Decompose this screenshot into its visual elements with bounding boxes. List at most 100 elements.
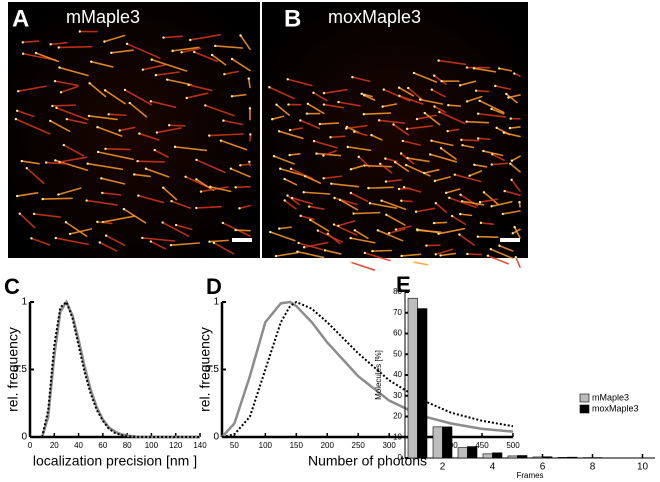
- filament: [349, 237, 376, 244]
- x-tick-label: 80: [123, 441, 132, 450]
- spot: [448, 196, 451, 200]
- filament: [58, 156, 88, 163]
- filament: [333, 197, 358, 206]
- spot: [322, 91, 326, 95]
- filament: [20, 160, 40, 165]
- filament: [459, 213, 473, 217]
- spot: [513, 225, 516, 229]
- spot: [283, 199, 286, 202]
- filament: [308, 205, 325, 210]
- filament: [275, 103, 291, 116]
- filament: [309, 219, 330, 232]
- spot: [271, 118, 274, 121]
- filament: [162, 35, 183, 39]
- y-axis-label: rel. frequency: [197, 327, 213, 412]
- filament: [402, 140, 421, 146]
- spot: [59, 91, 63, 94]
- spot: [490, 163, 493, 166]
- bar: [407, 297, 418, 459]
- spot: [509, 117, 512, 120]
- filament: [96, 221, 113, 225]
- filament: [153, 149, 169, 158]
- filament: [17, 85, 47, 92]
- filament: [30, 237, 51, 246]
- spot: [332, 223, 336, 226]
- filament: [498, 67, 513, 72]
- y-tick-label: 30: [393, 391, 402, 400]
- filament: [324, 249, 342, 255]
- filament: [97, 151, 134, 161]
- filament: [318, 122, 340, 125]
- spot: [338, 198, 342, 202]
- filament: [400, 199, 413, 203]
- bar: [417, 308, 428, 459]
- filament: [509, 162, 521, 173]
- filament: [239, 163, 251, 167]
- bar: [557, 457, 568, 459]
- filament: [395, 225, 412, 231]
- filament: [473, 67, 497, 73]
- spot: [478, 99, 481, 102]
- spot: [100, 177, 103, 180]
- spot: [312, 139, 316, 143]
- spot: [20, 159, 23, 163]
- filament: [350, 165, 364, 171]
- x-tick-label: 0: [28, 441, 33, 450]
- spot: [234, 186, 237, 189]
- spot: [398, 94, 401, 98]
- spot: [439, 147, 443, 150]
- filament: [423, 168, 440, 174]
- filament: [466, 253, 483, 256]
- spot: [110, 51, 113, 54]
- filament: [379, 162, 393, 174]
- spot: [104, 234, 108, 237]
- spot: [153, 148, 156, 152]
- filament: [41, 197, 73, 200]
- x-tick-label: 500: [506, 441, 520, 450]
- filament: [126, 43, 161, 59]
- spot: [490, 205, 493, 208]
- bar: [507, 455, 518, 459]
- x-axis-label: Number of photons: [308, 453, 427, 469]
- spot: [14, 117, 18, 121]
- spot: [472, 67, 476, 70]
- spot: [247, 77, 250, 80]
- filament: [278, 226, 292, 230]
- filament: [437, 227, 466, 235]
- spot: [173, 145, 177, 149]
- spot: [497, 67, 501, 70]
- spot: [88, 82, 91, 85]
- spot: [68, 232, 72, 236]
- filament: [423, 112, 441, 126]
- filament: [501, 210, 521, 215]
- filament: [195, 178, 215, 192]
- spot: [208, 134, 211, 137]
- filament: [65, 221, 88, 237]
- spot: [384, 180, 388, 183]
- filament: [362, 112, 392, 116]
- filament: [323, 103, 345, 109]
- filament: [213, 242, 235, 255]
- filament: [468, 170, 483, 177]
- filament: [296, 250, 325, 259]
- filament: [377, 229, 404, 242]
- spot: [221, 221, 225, 225]
- spot: [268, 86, 271, 89]
- filament: [247, 77, 251, 89]
- spot: [511, 232, 514, 235]
- filament: [460, 139, 480, 142]
- spot: [450, 214, 454, 218]
- filament: [490, 248, 514, 260]
- filament: [63, 144, 85, 157]
- filament: [200, 186, 229, 193]
- spot: [491, 153, 494, 156]
- spot: [171, 49, 174, 53]
- filament: [118, 126, 136, 132]
- spot: [377, 119, 381, 122]
- filament: [369, 202, 398, 209]
- filament: [491, 153, 505, 161]
- bar: [492, 452, 503, 459]
- filament: [419, 98, 444, 105]
- spot: [169, 243, 173, 247]
- panel-letter: E: [396, 272, 411, 297]
